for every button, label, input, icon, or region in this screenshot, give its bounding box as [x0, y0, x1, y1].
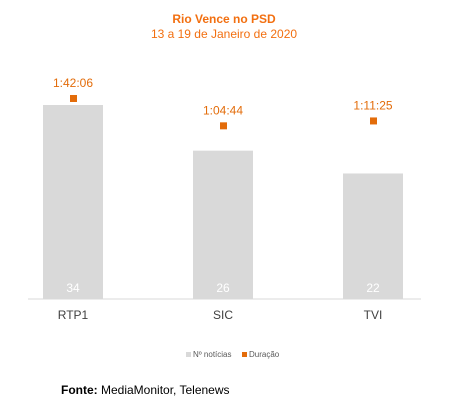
- chart-subtitle: 13 a 19 de Janeiro de 2020: [151, 27, 297, 41]
- duration-label: 1:11:25: [353, 98, 392, 112]
- source-note: Fonte: MediaMonitor, Telenews: [61, 383, 230, 397]
- bar-value-label: 22: [366, 281, 380, 295]
- category-label: TVI: [364, 308, 383, 322]
- source-text: MediaMonitor, Telenews: [101, 383, 230, 397]
- legend-swatch-news: [186, 352, 191, 357]
- category-label: SIC: [213, 308, 233, 322]
- duration-marker-rtp1: [70, 95, 77, 102]
- chart-marks: 34 1:42:06 RTP1 26 1:04:44 SIC 22 1:11:25 TVI: [43, 76, 403, 322]
- category-label: RTP1: [58, 308, 89, 322]
- bar-tvi: [343, 173, 403, 299]
- duration-label: 1:42:06: [53, 76, 93, 90]
- chart-title: Rio Vence no PSD: [172, 12, 276, 26]
- bar-sic: [193, 150, 253, 299]
- duration-marker-tvi: [370, 117, 377, 125]
- source-label: Fonte:: [61, 383, 98, 397]
- legend-swatch-duration: [242, 352, 247, 357]
- legend-label-duration: Duração: [249, 350, 280, 359]
- duration-marker-sic: [220, 122, 227, 130]
- bar-rtp1: [43, 105, 103, 299]
- legend: Nº notícias Duração: [186, 350, 280, 359]
- bar-value-label: 34: [66, 281, 80, 295]
- bar-value-label: 26: [216, 281, 230, 295]
- legend-label-news: Nº notícias: [193, 350, 232, 359]
- duration-label: 1:04:44: [203, 103, 243, 117]
